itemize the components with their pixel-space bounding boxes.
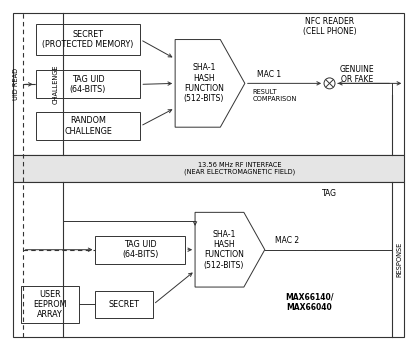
- FancyBboxPatch shape: [95, 290, 153, 318]
- Text: RESULT
COMPARISON: RESULT COMPARISON: [253, 89, 297, 102]
- FancyBboxPatch shape: [36, 23, 140, 56]
- Text: RANDOM
CHALLENGE: RANDOM CHALLENGE: [64, 117, 112, 136]
- Polygon shape: [175, 40, 245, 127]
- Text: SECRET
(PROTECTED MEMORY): SECRET (PROTECTED MEMORY): [42, 30, 134, 49]
- Text: SHA-1
HASH
FUNCTION
(512-BITS): SHA-1 HASH FUNCTION (512-BITS): [204, 230, 244, 270]
- Text: USER
EEPROM
ARRAY: USER EEPROM ARRAY: [33, 289, 66, 320]
- Text: UID READ: UID READ: [13, 68, 19, 100]
- Text: TAG UID
(64-BITS): TAG UID (64-BITS): [70, 75, 106, 94]
- FancyBboxPatch shape: [13, 155, 404, 182]
- Text: MAC 1: MAC 1: [257, 70, 281, 79]
- FancyBboxPatch shape: [36, 112, 140, 140]
- FancyBboxPatch shape: [13, 13, 404, 155]
- Text: TAG: TAG: [322, 189, 337, 198]
- Text: TAG UID
(64-BITS): TAG UID (64-BITS): [122, 240, 158, 259]
- FancyBboxPatch shape: [36, 70, 140, 98]
- Polygon shape: [195, 212, 265, 287]
- Text: SECRET: SECRET: [109, 300, 140, 309]
- Text: MAX66140/
MAX66040: MAX66140/ MAX66040: [285, 293, 334, 312]
- Text: SHA-1
HASH
FUNCTION
(512-BITS): SHA-1 HASH FUNCTION (512-BITS): [184, 63, 224, 104]
- FancyBboxPatch shape: [21, 286, 78, 323]
- Text: MAC 2: MAC 2: [275, 236, 299, 245]
- Text: RESPONSE: RESPONSE: [396, 242, 402, 277]
- Text: 13.56 MHz RF INTERFACE
(NEAR ELECTROMAGNETIC FIELD): 13.56 MHz RF INTERFACE (NEAR ELECTROMAGN…: [184, 162, 296, 175]
- Text: NFC READER
(CELL PHONE): NFC READER (CELL PHONE): [303, 17, 357, 36]
- FancyBboxPatch shape: [13, 182, 404, 337]
- Text: GENUINE
OR FAKE: GENUINE OR FAKE: [340, 65, 375, 84]
- Circle shape: [324, 78, 335, 89]
- Text: CHALLENGE: CHALLENGE: [53, 64, 59, 104]
- FancyBboxPatch shape: [95, 236, 185, 264]
